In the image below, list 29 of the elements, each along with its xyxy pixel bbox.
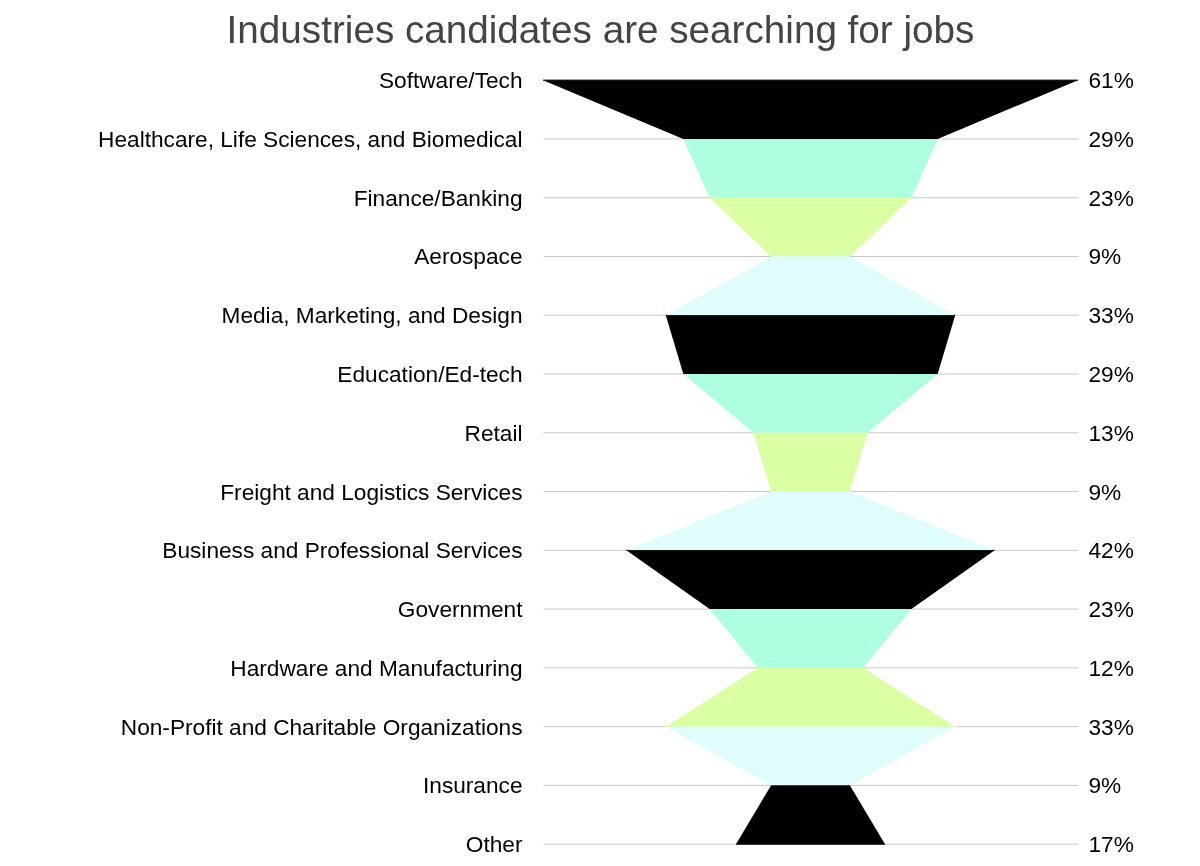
data-label: 42%: [1088, 537, 1134, 564]
category-label: Media, Marketing, and Design: [221, 302, 523, 329]
data-label: 23%: [1088, 596, 1134, 623]
category-label: Retail: [464, 419, 523, 446]
data-label: 33%: [1088, 713, 1134, 740]
category-label: Non-Profit and Charitable Organizations: [120, 713, 523, 740]
data-label: 17%: [1088, 831, 1134, 858]
category-label: Healthcare, Life Sciences, and Biomedical: [98, 125, 523, 152]
text: Industries candidates are searching for jobs: [226, 7, 975, 51]
category-label: Software/Tech: [378, 67, 523, 94]
category-label: Education/Ed-tech: [337, 361, 523, 388]
data-label: 23%: [1088, 184, 1134, 211]
category-label: Other: [465, 831, 523, 858]
category-label: Finance/Banking: [353, 184, 523, 211]
data-label: 12%: [1088, 654, 1134, 681]
data-label: 9%: [1088, 772, 1122, 799]
category-label: Aerospace: [414, 243, 523, 270]
category-label: Government: [397, 596, 524, 623]
category-label: Business and Professional Services: [162, 537, 523, 564]
category-label: Freight and Logistics Services: [220, 478, 523, 505]
data-label: 13%: [1088, 419, 1134, 446]
data-label: 61%: [1088, 67, 1134, 94]
category-label: Hardware and Manufacturing: [230, 654, 523, 681]
data-label: 29%: [1088, 361, 1134, 388]
data-label: 9%: [1088, 478, 1122, 505]
category-label: Insurance: [423, 772, 523, 799]
data-label: 9%: [1088, 243, 1122, 270]
data-label: 29%: [1088, 125, 1134, 152]
data-label: 33%: [1088, 302, 1134, 329]
